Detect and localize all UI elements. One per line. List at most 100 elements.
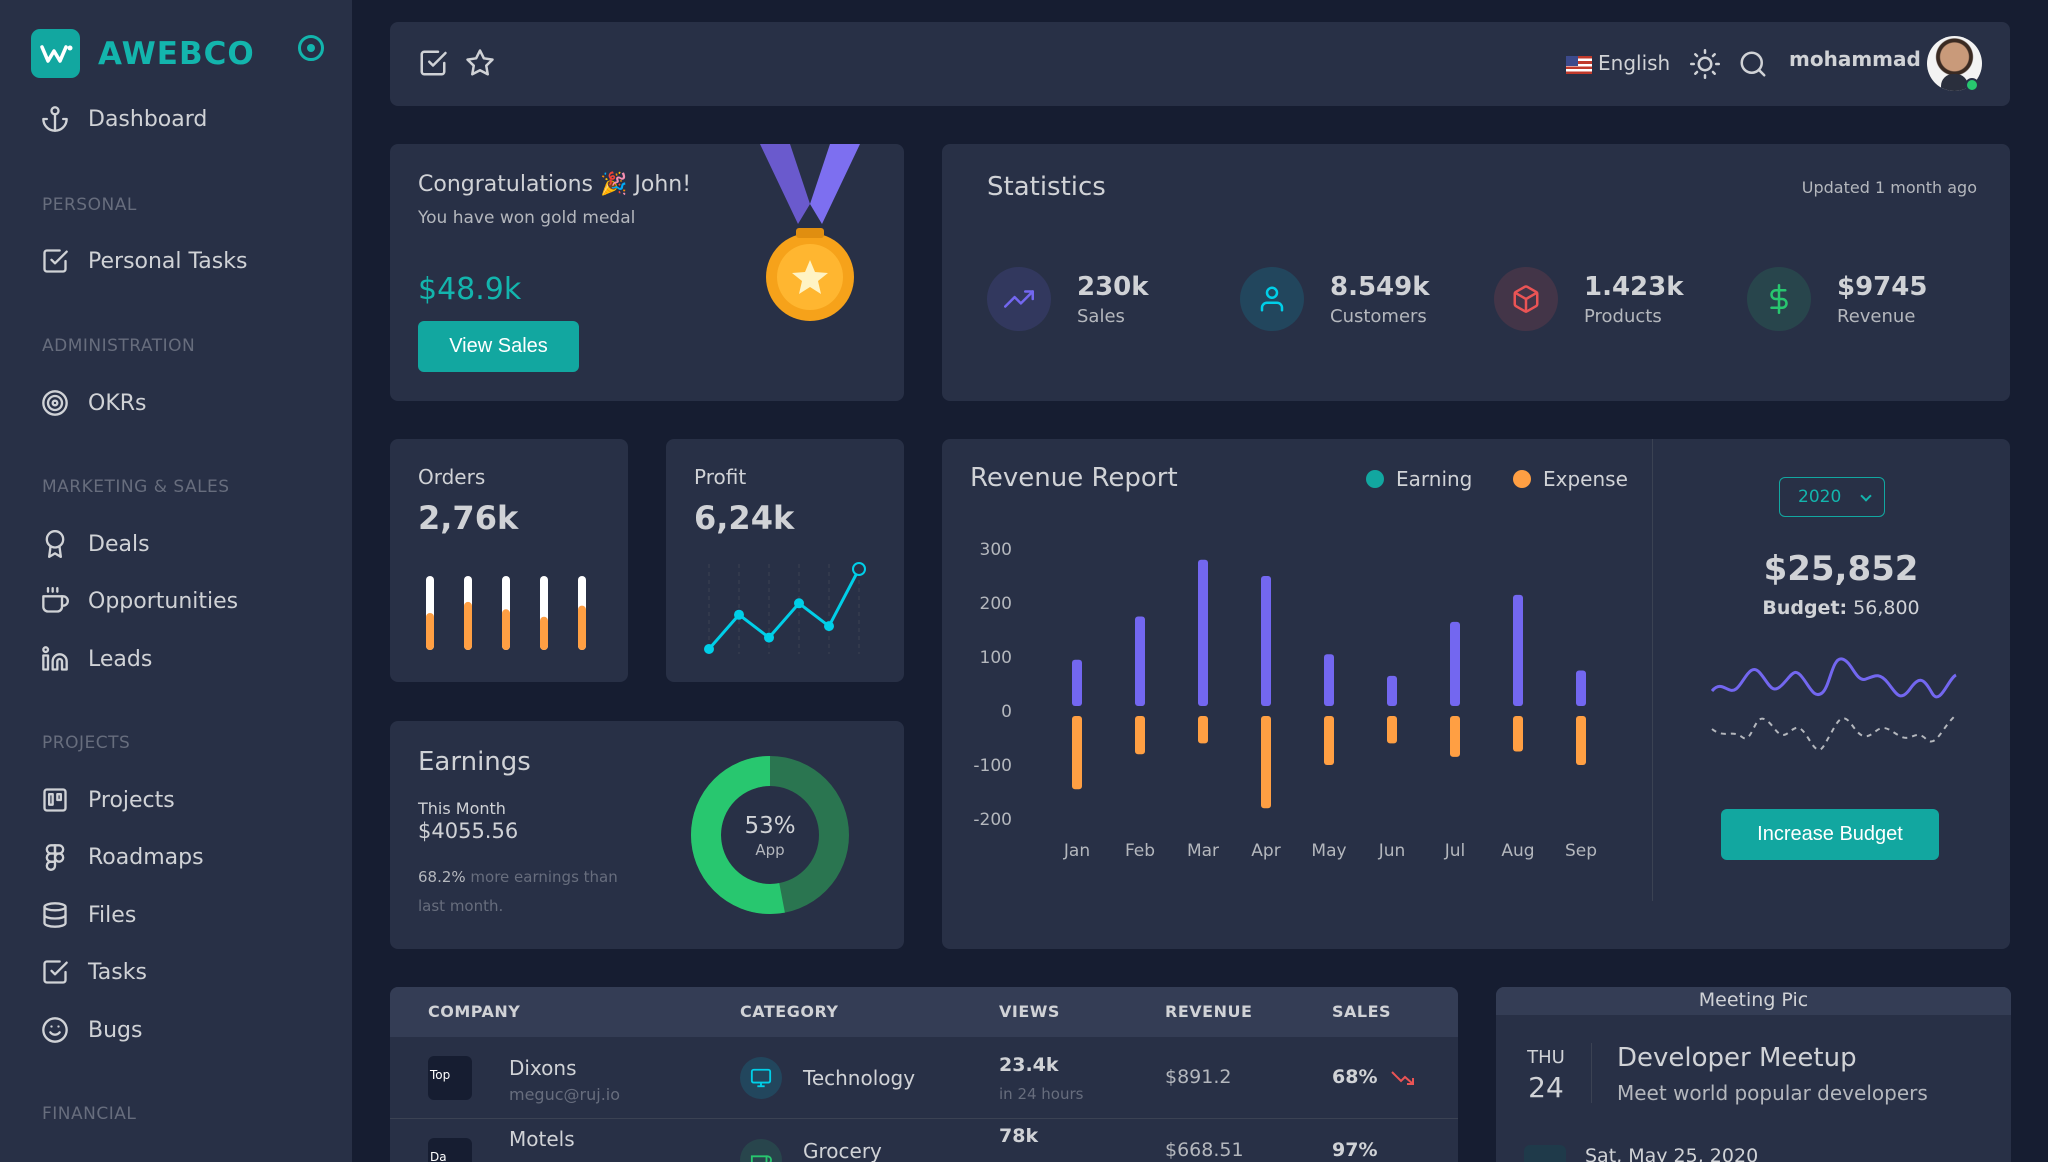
views-value: 78k — [999, 1125, 1039, 1147]
sidebar-item-deals[interactable]: Deals — [40, 524, 150, 564]
bar-earning — [1198, 559, 1208, 706]
sidebar-item-dashboard[interactable]: Dashboard — [40, 99, 207, 139]
bar-expense — [1513, 716, 1523, 752]
sidebar-item-label: Files — [88, 902, 137, 928]
meetup-divider — [1591, 1043, 1592, 1103]
sales-value: 68% — [1332, 1066, 1378, 1088]
sidebar-item-opportunities[interactable]: Opportunities — [40, 581, 238, 621]
th-category[interactable]: CATEGORY — [740, 1002, 839, 1021]
brand-name: AWEBCO — [98, 35, 255, 72]
stat-label: Products — [1584, 305, 1662, 327]
brand[interactable]: AWEBCO — [31, 29, 255, 78]
stat-value: 8.549k — [1330, 271, 1430, 302]
sidebar-item-label: Dashboard — [88, 106, 208, 132]
sidebar-item-projects[interactable]: Projects — [40, 780, 175, 820]
profit-point — [704, 644, 714, 654]
bar-earning — [1072, 659, 1082, 706]
sidebar-item-roadmaps[interactable]: Roadmaps — [40, 837, 204, 877]
nav-header-projects: PROJECTS — [42, 733, 131, 753]
table-row[interactable]: Da Motels Grocery 78k $668.51 97% — [390, 1119, 1458, 1162]
th-revenue[interactable]: REVENUE — [1165, 1002, 1253, 1021]
revenue-report-card: Revenue Report Earning Expense 300 200 100… — [942, 439, 2010, 949]
congrats-amount: $48.9k — [418, 272, 522, 307]
statistics-title: Statistics — [987, 172, 1106, 202]
sidebar-item-files[interactable]: Files — [40, 895, 136, 935]
bar-earning — [1450, 621, 1460, 706]
congratulations-card: Congratulations 🎉 John! You have won gol… — [390, 144, 904, 401]
star-icon[interactable] — [465, 48, 497, 80]
sidebar-item-bugs[interactable]: Bugs — [40, 1010, 142, 1050]
statistics-card: Statistics Updated 1 month ago 230k Sales… — [942, 144, 2010, 401]
check-square-icon[interactable] — [418, 48, 450, 80]
sidebar-item-tasks[interactable]: Tasks — [40, 952, 147, 992]
search-icon[interactable] — [1738, 49, 1770, 81]
company-email: meguc@ruj.io — [509, 1085, 621, 1104]
th-sales[interactable]: SALES — [1332, 1002, 1392, 1021]
us-flag-icon[interactable] — [1566, 56, 1592, 74]
sidebar-item-label: Opportunities — [88, 588, 239, 614]
views-sub: in 24 hours — [999, 1085, 1084, 1103]
bar-expense — [1198, 716, 1208, 744]
donut-label: App — [755, 841, 785, 859]
table-header: COMPANY CATEGORY VIEWS REVENUE SALES — [390, 987, 1458, 1037]
profit-line-chart — [704, 562, 866, 654]
language-selector[interactable]: English — [1598, 51, 1671, 75]
category-name: Grocery — [803, 1139, 882, 1162]
x-tick-label: Jun — [1378, 841, 1406, 861]
online-status-badge — [1965, 78, 1979, 92]
earnings-note: 68.2% more earnings than last month. — [418, 863, 638, 921]
meetup-subtitle: Meet world popular developers — [1617, 1081, 1928, 1105]
check-square-icon — [40, 246, 70, 276]
table-row[interactable]: Top Dixons meguc@ruj.io Technology 23.4k… — [390, 1037, 1458, 1119]
sidebar-item-leads[interactable]: Leads — [40, 639, 152, 679]
stat-label: Revenue — [1837, 305, 1916, 327]
revenue-value: $668.51 — [1165, 1139, 1244, 1161]
earnings-donut-chart — [691, 756, 849, 914]
sidebar: AWEBCO Dashboard PERSONAL Personal Tasks… — [0, 0, 352, 1162]
y-tick-label: 300 — [980, 540, 1012, 560]
increase-budget-button[interactable]: Increase Budget — [1721, 809, 1939, 860]
legend-dot-expense — [1513, 470, 1531, 488]
bar-earning — [1261, 576, 1271, 706]
x-tick-label: May — [1311, 841, 1346, 861]
revenue-value: $891.2 — [1165, 1066, 1232, 1088]
profit-point — [734, 609, 744, 620]
view-sales-button[interactable]: View Sales — [418, 321, 579, 372]
user-name[interactable]: mohammad — [1789, 47, 1921, 71]
bar-expense — [1261, 716, 1271, 809]
nav-header-marketing: MARKETING & SALES — [42, 477, 230, 497]
bar-earning — [1324, 654, 1334, 706]
stat-revenue: $9745 Revenue — [1747, 267, 1927, 331]
y-tick-label: 200 — [980, 594, 1012, 614]
y-tick-label: 0 — [1001, 702, 1012, 722]
stat-customers: 8.549k Customers — [1240, 267, 1430, 331]
sidebar-collapse-toggle-icon[interactable] — [298, 35, 324, 61]
legend-label: Earning — [1396, 467, 1473, 491]
budget-line: Budget: 56,800 — [1652, 597, 2030, 619]
profit-series-line — [707, 568, 861, 650]
revenue-report-title: Revenue Report — [970, 463, 1178, 493]
budget-total: $25,852 — [1763, 549, 1919, 589]
bar-expense — [1324, 716, 1334, 765]
bar-expense — [1450, 716, 1460, 757]
orders-bar — [426, 613, 434, 650]
sun-icon[interactable] — [1690, 49, 1722, 81]
sidebar-item-okrs[interactable]: OKRs — [40, 383, 147, 423]
trello-icon — [40, 785, 70, 815]
orders-value: 2,76k — [418, 499, 519, 537]
database-icon — [40, 900, 70, 930]
sidebar-item-label: Tasks — [88, 959, 147, 985]
check-square-icon — [40, 957, 70, 987]
x-tick-label: Sep — [1565, 841, 1597, 861]
th-views[interactable]: VIEWS — [999, 1002, 1060, 1021]
year-dropdown[interactable]: 2020 — [1779, 477, 1885, 517]
budget-label: Budget: — [1762, 597, 1848, 619]
earnings-month-label: This Month — [418, 799, 506, 818]
th-company[interactable]: COMPANY — [428, 1002, 521, 1021]
orders-card: Orders 2,76k — [390, 439, 628, 682]
sidebar-item-personal-tasks[interactable]: Personal Tasks — [40, 241, 247, 281]
legend-dot-earning — [1366, 470, 1384, 488]
earnings-title: Earnings — [418, 747, 531, 777]
brand-logo-icon — [31, 29, 80, 78]
profit-card: Profit 6,24k — [666, 439, 904, 682]
